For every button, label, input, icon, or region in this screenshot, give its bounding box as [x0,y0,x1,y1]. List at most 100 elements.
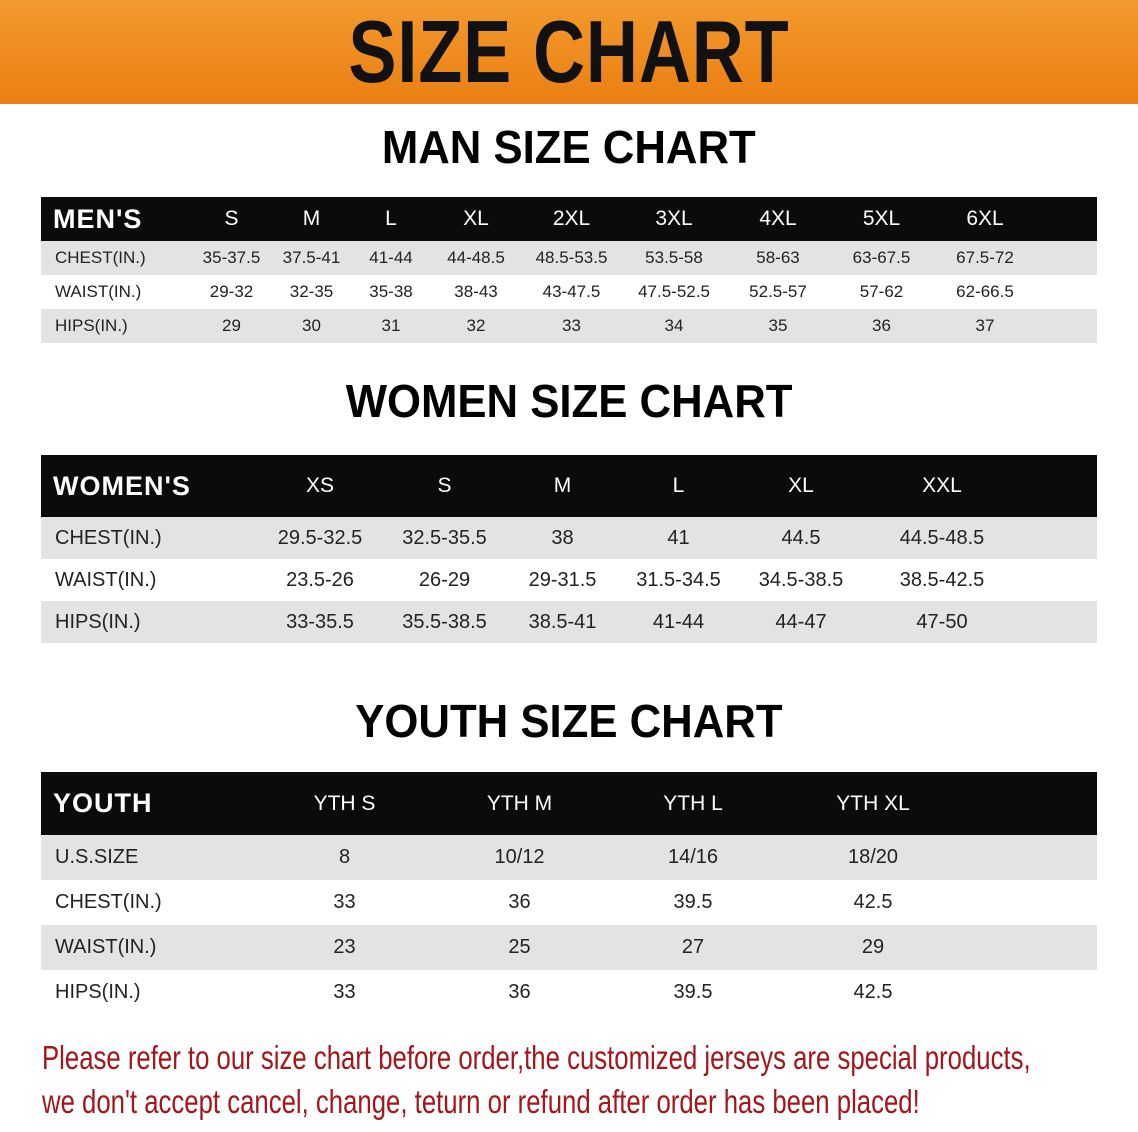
header-spacer [1021,455,1097,517]
women-header-label: WOMEN'S [41,455,258,517]
measurement-value: 36 [432,970,607,1015]
measurement-value: 32.5-35.5 [382,517,507,559]
order-notice-line-2: we don't accept cancel, change, teturn o… [42,1083,920,1120]
size-header: 2XL [521,197,622,241]
size-header: S [191,197,272,241]
cell-spacer [967,925,1097,970]
measurement-value: 33-35.5 [258,601,382,643]
measurement-value: 43-47.5 [521,275,622,309]
measurement-label: CHEST(IN.) [41,880,257,925]
size-header: M [272,197,351,241]
measurement-value: 29-31.5 [507,559,618,601]
measurement-value: 23.5-26 [258,559,382,601]
measurement-value: 31.5-34.5 [618,559,739,601]
measurement-value: 32-35 [272,275,351,309]
size-header: 3XL [622,197,726,241]
size-header: L [618,455,739,517]
size-header: YTH S [257,772,432,835]
youth-header-label: YOUTH [41,772,257,835]
size-header: YTH L [607,772,779,835]
table-row: U.S.SIZE 8 10/12 14/16 18/20 [41,835,1097,880]
measurement-value: 30 [272,309,351,343]
measurement-value: 34 [622,309,726,343]
banner-title: SIZE CHART [348,2,790,101]
header-spacer [967,772,1097,835]
men-title-text: MAN SIZE CHART [382,121,756,173]
size-header: 6XL [933,197,1037,241]
measurement-value: 10/12 [432,835,607,880]
youth-header-row: YOUTH YTH S YTH M YTH L YTH XL [41,772,1097,835]
size-header: S [382,455,507,517]
youth-section-title: YOUTH SIZE CHART [0,694,1138,748]
measurement-value: 8 [257,835,432,880]
measurement-value: 27 [607,925,779,970]
men-section-title: MAN SIZE CHART [0,120,1138,174]
measurement-value: 38.5-41 [507,601,618,643]
cell-spacer [1021,517,1097,559]
women-title-text: WOMEN SIZE CHART [345,375,793,427]
measurement-value: 37.5-41 [272,241,351,275]
table-row: HIPS(IN.) 33-35.5 35.5-38.5 38.5-41 41-44 44-… [41,601,1097,643]
women-size-table: WOMEN'S XS S M L XL XXL CHEST(IN.) 29.5-32.5 32.5… [41,455,1097,643]
measurement-value: 26-29 [382,559,507,601]
measurement-value: 18/20 [779,835,967,880]
order-notice-line-1: Please refer to our size chart before or… [42,1039,1031,1076]
cell-spacer [967,970,1097,1015]
measurement-value: 38-43 [431,275,521,309]
measurement-value: 63-67.5 [830,241,933,275]
table-row: CHEST(IN.) 33 36 39.5 42.5 [41,880,1097,925]
measurement-value: 44-48.5 [431,241,521,275]
measurement-value: 35-38 [351,275,431,309]
measurement-label: HIPS(IN.) [41,601,258,643]
measurement-value: 36 [432,880,607,925]
cell-spacer [967,835,1097,880]
measurement-label: HIPS(IN.) [41,970,257,1015]
measurement-value: 33 [521,309,622,343]
youth-title-text: YOUTH SIZE CHART [355,695,783,747]
measurement-label: CHEST(IN.) [41,517,258,559]
cell-spacer [1021,601,1097,643]
measurement-label: CHEST(IN.) [41,241,191,275]
size-header: YTH XL [779,772,967,835]
measurement-value: 67.5-72 [933,241,1037,275]
measurement-value: 33 [257,880,432,925]
cell-spacer [1037,241,1097,275]
size-header: M [507,455,618,517]
measurement-label: WAIST(IN.) [41,275,191,309]
measurement-value: 42.5 [779,880,967,925]
cell-spacer [1037,309,1097,343]
header-spacer [1037,197,1097,241]
measurement-value: 29-32 [191,275,272,309]
youth-size-table: YOUTH YTH S YTH M YTH L YTH XL U.S.SIZE 8 10/12… [41,772,1097,1015]
measurement-value: 33 [257,970,432,1015]
measurement-label: HIPS(IN.) [41,309,191,343]
women-header-row: WOMEN'S XS S M L XL XXL [41,455,1097,517]
order-notice: Please refer to our size chart before or… [42,1036,1031,1124]
measurement-value: 34.5-38.5 [739,559,863,601]
size-header: XL [431,197,521,241]
measurement-value: 44.5-48.5 [863,517,1021,559]
men-size-table: MEN'S S M L XL 2XL 3XL 4XL 5XL 6XL CHEST(IN.) 35-37… [41,197,1097,343]
measurement-label: WAIST(IN.) [41,925,257,970]
men-header-row: MEN'S S M L XL 2XL 3XL 4XL 5XL 6XL [41,197,1097,241]
men-header-label: MEN'S [41,197,191,241]
measurement-label: WAIST(IN.) [41,559,258,601]
measurement-value: 25 [432,925,607,970]
cell-spacer [1021,559,1097,601]
measurement-value: 35-37.5 [191,241,272,275]
table-row: WAIST(IN.) 23 25 27 29 [41,925,1097,970]
measurement-value: 14/16 [607,835,779,880]
measurement-value: 35 [726,309,830,343]
measurement-value: 41 [618,517,739,559]
measurement-value: 48.5-53.5 [521,241,622,275]
cell-spacer [1037,275,1097,309]
measurement-value: 52.5-57 [726,275,830,309]
measurement-value: 41-44 [618,601,739,643]
measurement-value: 53.5-58 [622,241,726,275]
measurement-value: 39.5 [607,880,779,925]
measurement-value: 44-47 [739,601,863,643]
size-header: XXL [863,455,1021,517]
banner: SIZE CHART [0,0,1138,104]
measurement-value: 37 [933,309,1037,343]
measurement-value: 39.5 [607,970,779,1015]
